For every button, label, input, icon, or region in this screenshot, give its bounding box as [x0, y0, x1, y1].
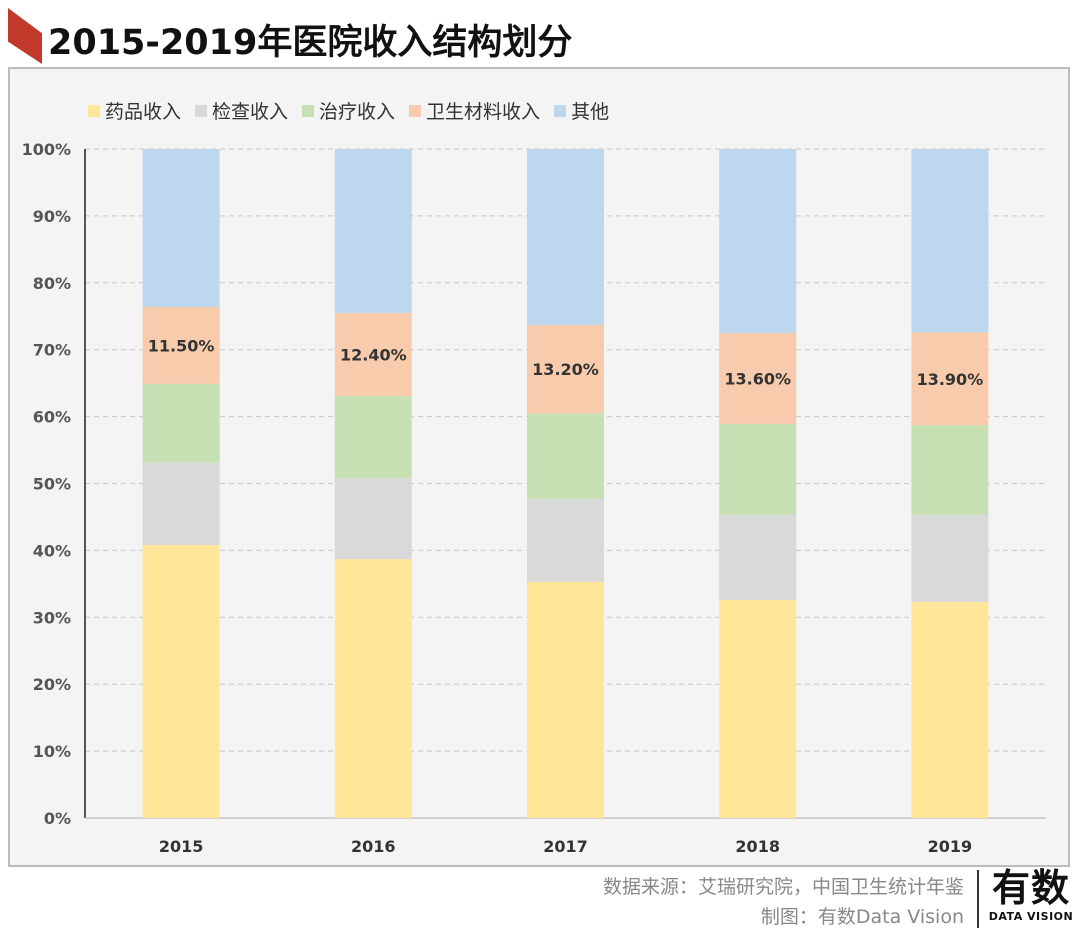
x-tick-label: 2016 — [351, 837, 396, 856]
page-title: 2015-2019年医院收入结构划分 — [48, 23, 573, 63]
y-tick-label: 30% — [33, 608, 71, 627]
legend-label-drug: 药品收入 — [105, 101, 182, 123]
legend-item-treatment: 治疗收入 — [302, 97, 395, 124]
legend-swatch-drug — [88, 104, 100, 117]
bar-segment — [142, 545, 220, 818]
bar-segment — [911, 601, 989, 818]
legend-label-other: 其他 — [571, 101, 610, 123]
data-label: 13.60% — [724, 369, 791, 388]
x-tick-label: 2018 — [735, 837, 780, 856]
legend-swatch-treatment — [302, 104, 315, 117]
data-label: 13.90% — [917, 370, 984, 389]
y-tick-label: 40% — [33, 541, 71, 560]
bar-segment — [334, 149, 412, 313]
data-label: 11.50% — [148, 336, 215, 355]
brand-logo-text: 有数 — [991, 866, 1070, 910]
bar-segment — [719, 599, 797, 818]
data-label: 13.20% — [532, 360, 599, 379]
bar-segment — [911, 149, 989, 333]
credit-line: 制图：有数Data Vision — [760, 906, 964, 928]
y-tick-label: 0% — [44, 809, 71, 828]
bar-segment — [527, 324, 604, 414]
x-tick-label: 2017 — [543, 837, 588, 856]
y-tick-label: 60% — [33, 408, 71, 427]
bar-segment — [527, 498, 604, 582]
bar-segment — [719, 332, 797, 424]
y-tick-label: 90% — [33, 207, 71, 226]
y-tick-label: 20% — [33, 675, 71, 694]
legend-label-treatment: 治疗收入 — [319, 101, 396, 123]
legend-label-exam: 检查收入 — [212, 101, 289, 123]
chart-legend: 药品收入 检查收入 治疗收入 卫生材料收入 其他 — [88, 97, 613, 124]
bar-segment — [911, 514, 989, 602]
legend-item-exam: 检查收入 — [195, 97, 288, 124]
y-tick-label: 10% — [33, 742, 71, 761]
bar-segment — [334, 559, 412, 818]
bar-segment — [142, 149, 220, 307]
bar-segment — [142, 462, 220, 546]
bar-segment — [527, 581, 604, 818]
data-label: 12.40% — [340, 345, 407, 364]
x-tick-label: 2019 — [928, 837, 973, 856]
bar-segment — [142, 306, 220, 384]
legend-label-material: 卫生材料收入 — [426, 101, 541, 123]
legend-swatch-material — [409, 104, 422, 117]
bar-segment — [334, 312, 412, 396]
legend-item-other: 其他 — [554, 97, 609, 124]
legend-item-material: 卫生材料收入 — [409, 97, 540, 124]
brand-logo: 有数 DATA VISION — [987, 866, 1075, 923]
legend-swatch-other — [554, 104, 567, 117]
brand-divider — [977, 870, 979, 928]
y-tick-label: 100% — [22, 140, 71, 159]
bar-segment — [911, 425, 989, 515]
bar-segment — [334, 395, 412, 479]
bar-segment — [911, 332, 989, 426]
bar-segment — [719, 423, 797, 515]
bar-segment — [527, 413, 604, 499]
x-tick-label: 2015 — [159, 837, 204, 856]
bar-segment — [719, 149, 797, 333]
bar-segment — [719, 514, 797, 600]
bar-segment — [527, 149, 604, 325]
legend-swatch-exam — [195, 104, 208, 117]
legend-item-drug: 药品收入 — [88, 97, 181, 124]
y-tick-label: 70% — [33, 341, 71, 360]
y-tick-label: 50% — [33, 475, 71, 494]
bar-segment — [334, 478, 412, 560]
source-line: 数据来源：艾瑞研究院，中国卫生统计年鉴 — [602, 876, 964, 898]
source-note: 数据来源：艾瑞研究院，中国卫生统计年鉴 制图：有数Data Vision — [603, 872, 964, 932]
brand-logo-subtitle: DATA VISION — [988, 910, 1074, 923]
bar-segment — [142, 383, 220, 463]
y-tick-label: 80% — [33, 274, 71, 293]
